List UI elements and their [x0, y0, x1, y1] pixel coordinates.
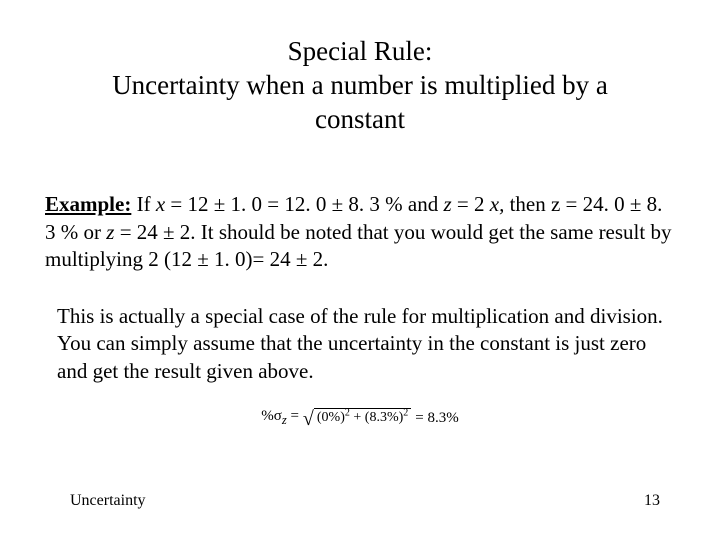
slide: Special Rule: Uncertainty when a number …: [0, 0, 720, 540]
example-paragraph: Example: If x = 12 ± 1. 0 = 12. 0 ± 8. 3…: [45, 191, 675, 273]
formula-rhs: = 8.3%: [415, 410, 458, 427]
footer-left: Uncertainty: [70, 492, 146, 510]
var-x2: x,: [490, 192, 505, 216]
example-text-2: = 12 ± 1. 0 = 12. 0 ± 8. 3 % and: [165, 192, 443, 216]
slide-title: Special Rule: Uncertainty when a number …: [45, 35, 675, 136]
sqrt-icon: √ (0%)2 + (8.3%)2: [303, 408, 411, 428]
example-text-1: If: [131, 192, 156, 216]
radical-symbol: √: [303, 409, 314, 429]
page-number: 13: [644, 492, 660, 510]
footer: Uncertainty 13: [0, 492, 720, 510]
example-text-3: = 2: [452, 192, 490, 216]
formula-term2: (8.3%): [365, 410, 404, 425]
formula-lhs-text: %σ: [261, 408, 282, 424]
note-paragraph: This is actually a special case of the r…: [45, 303, 675, 385]
title-line-2: Uncertainty when a number is multiplied …: [112, 70, 608, 134]
radicand: (0%)2 + (8.3%)2: [314, 408, 411, 427]
var-z1: z: [443, 192, 451, 216]
formula-lhs: %σz =: [261, 408, 299, 428]
formula-plus: +: [350, 410, 365, 425]
formula-term2-exp: 2: [403, 407, 408, 418]
formula: %σz = √ (0%)2 + (8.3%)2 = 8.3%: [261, 408, 459, 428]
example-text-5: = 24 ± 2. It should be noted that you wo…: [45, 220, 671, 271]
var-x: x: [156, 192, 165, 216]
formula-eq: =: [287, 408, 299, 424]
formula-term1: (0%): [317, 410, 345, 425]
note-text: This is actually a special case of the r…: [57, 304, 663, 383]
title-line-1: Special Rule:: [288, 36, 433, 66]
formula-row: %σz = √ (0%)2 + (8.3%)2 = 8.3%: [45, 407, 675, 428]
example-label: Example:: [45, 192, 131, 216]
